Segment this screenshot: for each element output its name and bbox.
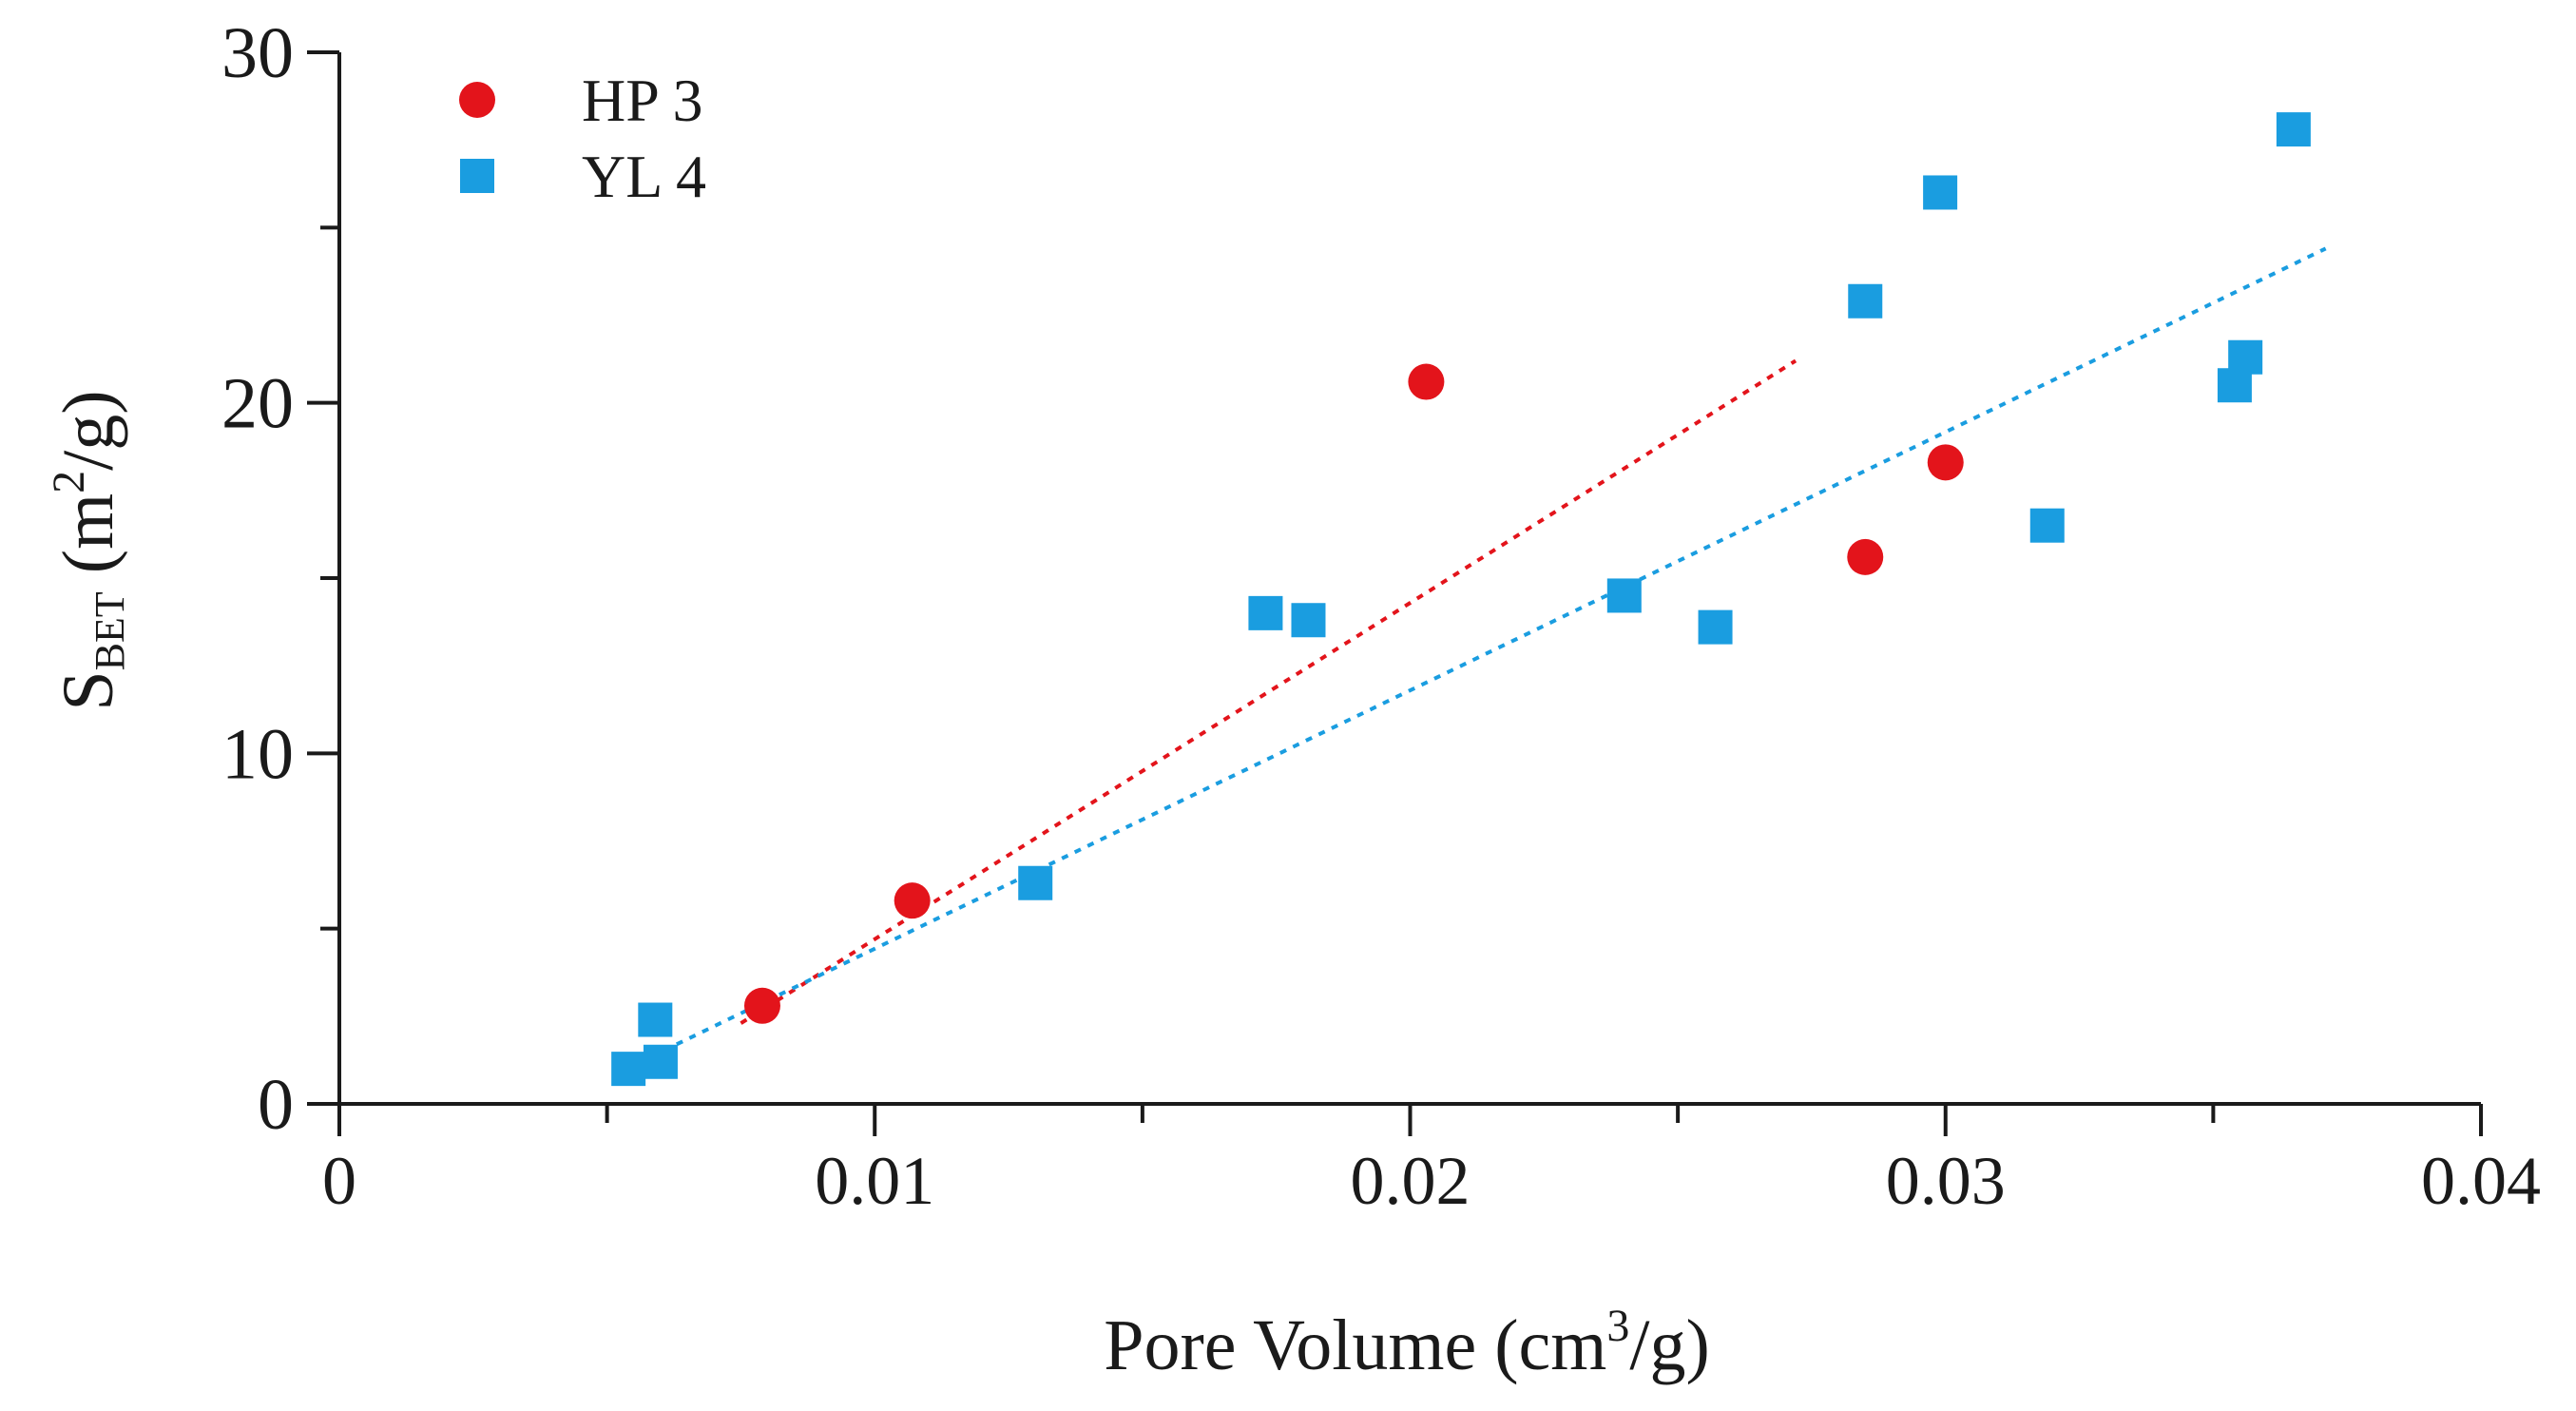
point-yl-4 <box>638 1002 673 1037</box>
point-yl-4 <box>643 1044 678 1079</box>
legend-label-yl-4: YL 4 <box>582 143 706 210</box>
trendline-hp-3 <box>740 358 1797 1025</box>
point-yl-4 <box>2029 508 2065 543</box>
y-axis-title: SBET (m2/g) <box>44 390 133 710</box>
axes: 0 0.01 0.02 0.03 0.04 0 10 20 30 <box>221 13 2541 1219</box>
x-tick-label: 0 <box>322 1143 356 1219</box>
point-yl-4 <box>1923 175 1958 210</box>
legend-marker-hp-3 <box>459 82 495 118</box>
point-yl-4 <box>2276 112 2311 147</box>
point-hp-3 <box>1408 363 1445 400</box>
trendline-yl-4 <box>675 246 2327 1047</box>
x-tick-label: 0.03 <box>1886 1143 2006 1219</box>
point-hp-3 <box>1847 538 1884 575</box>
legend-label-hp-3: HP 3 <box>582 67 702 134</box>
point-yl-4 <box>1698 609 1733 645</box>
point-yl-4 <box>1606 578 1642 613</box>
y-tick-label: 0 <box>258 1065 294 1145</box>
point-yl-4 <box>2228 339 2263 375</box>
x-tick-label: 0.01 <box>815 1143 934 1219</box>
point-hp-3 <box>894 882 931 919</box>
data-points <box>611 112 2311 1087</box>
x-axis-title: Pore Volume (cm3/g) <box>1104 1301 1710 1385</box>
trendlines <box>675 246 2327 1047</box>
x-tick-label: 0.02 <box>1351 1143 1471 1219</box>
legend: HP 3 YL 4 <box>459 67 706 210</box>
point-yl-4 <box>1248 595 1283 630</box>
x-tick-label: 0.04 <box>2421 1143 2541 1219</box>
point-hp-3 <box>743 987 780 1024</box>
point-yl-4 <box>1018 865 1053 900</box>
y-tick-label: 30 <box>221 13 294 93</box>
legend-marker-yl-4 <box>460 159 494 193</box>
point-yl-4 <box>1848 283 1883 319</box>
point-yl-4 <box>611 1052 646 1087</box>
y-tick-label: 10 <box>221 714 294 794</box>
point-yl-4 <box>1291 603 1326 638</box>
point-hp-3 <box>1927 444 1964 481</box>
y-tick-label: 20 <box>221 364 294 444</box>
